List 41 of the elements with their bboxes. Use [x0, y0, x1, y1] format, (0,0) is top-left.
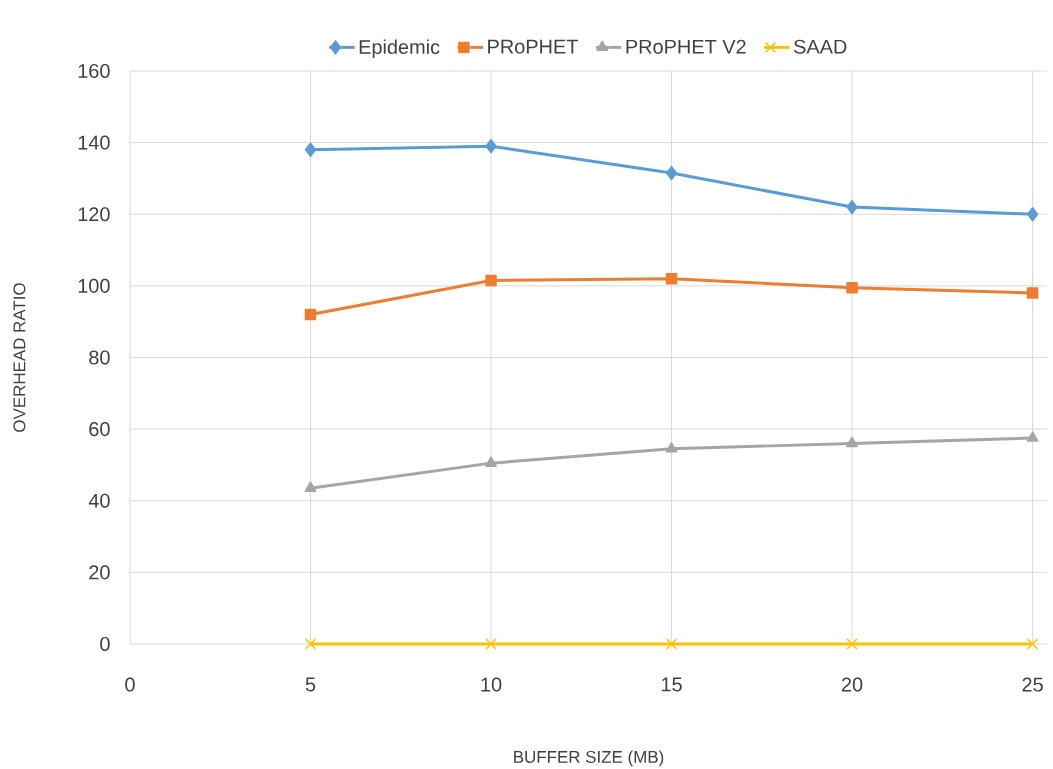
point: [304, 308, 317, 321]
point: [665, 638, 678, 650]
y-tick-label: 160: [78, 63, 110, 79]
y-tick-label: 80: [89, 350, 110, 365]
point: [1026, 431, 1039, 442]
point: [304, 142, 317, 158]
legend-label: SAAD: [794, 39, 847, 54]
point: [1026, 638, 1039, 650]
legend-label: PRoPHET V2: [626, 39, 746, 54]
legend-label: Epidemic: [359, 39, 440, 58]
point: [1026, 207, 1039, 222]
point: [485, 456, 497, 467]
point: [485, 138, 497, 154]
y-tick-label: 120: [78, 207, 110, 222]
y-axis-title: OVERHEAD RATIO: [13, 283, 26, 432]
legend-label: PRoPHET: [488, 39, 578, 54]
point: [846, 638, 858, 650]
y-tick-label: 0: [100, 636, 110, 652]
x-tick-label: 25: [1022, 677, 1043, 692]
point: [846, 199, 858, 215]
x-tick-label: 20: [841, 677, 863, 692]
point: [304, 638, 317, 650]
x-axis-title: BUFFER SIZE (MB): [514, 750, 664, 767]
point: [304, 481, 317, 492]
y-tick-label: 20: [89, 565, 110, 580]
point: [665, 165, 678, 181]
x-tick-label: 5: [305, 677, 316, 692]
y-tick-label: 100: [78, 278, 110, 293]
x-tick-label: 10: [481, 677, 502, 692]
x-tick-label: 15: [661, 677, 682, 692]
point: [846, 436, 858, 448]
point: [665, 272, 678, 285]
point: [485, 638, 497, 650]
y-tick-label: 140: [78, 135, 110, 150]
x-tick-label: 0: [125, 677, 135, 692]
y-tick-label: 60: [89, 422, 110, 437]
y-tick-label: 40: [88, 493, 110, 508]
point: [1026, 287, 1039, 299]
point: [665, 442, 678, 453]
point: [485, 274, 497, 287]
point: [846, 281, 858, 294]
